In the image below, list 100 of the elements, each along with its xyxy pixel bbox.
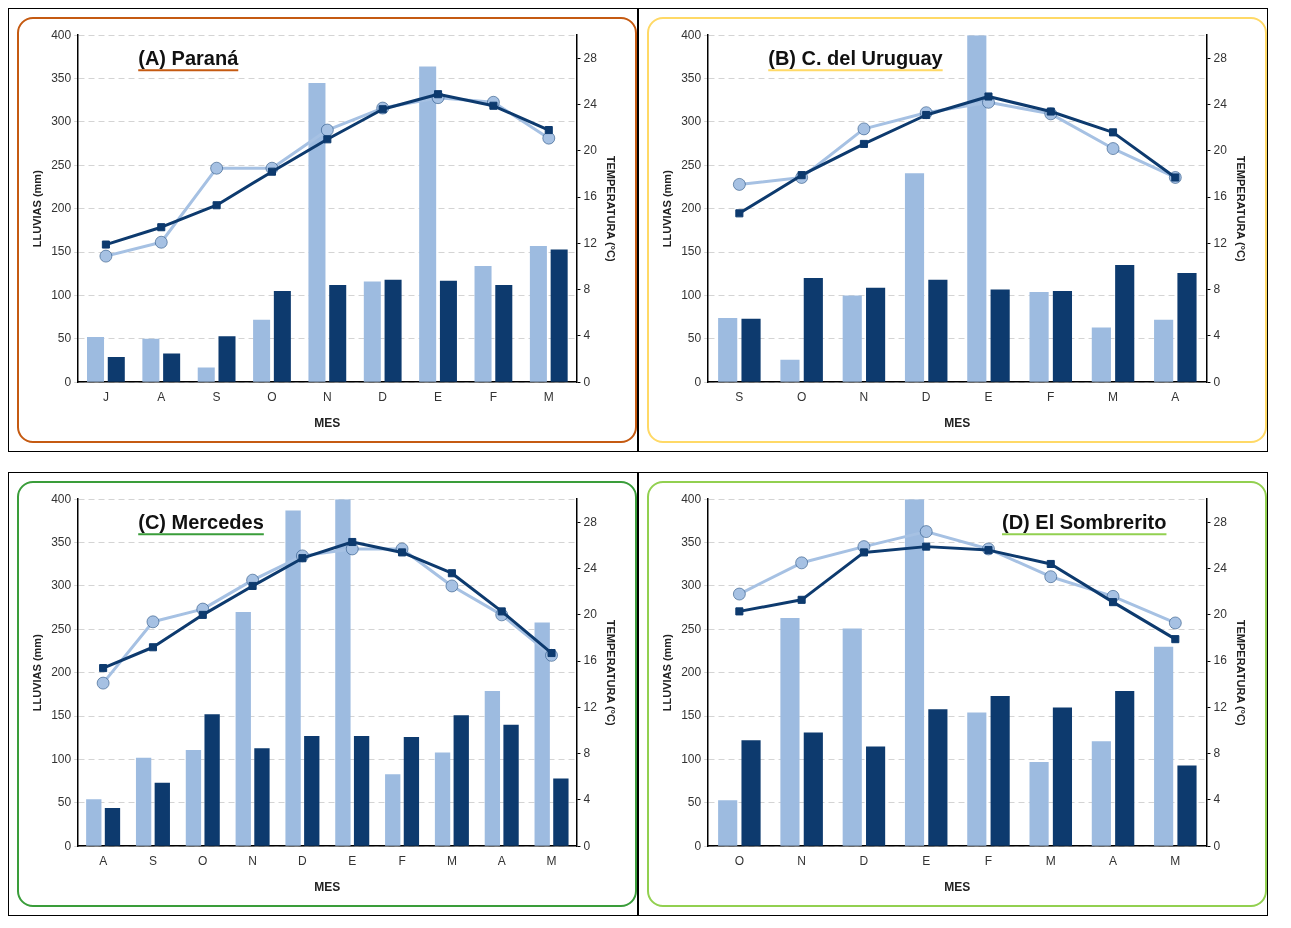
y2-tick-label: 20 [1213, 607, 1228, 622]
y-tick-label: 250 [681, 157, 702, 172]
point [795, 556, 808, 570]
x-tick-label: M [1108, 389, 1119, 404]
point [99, 249, 113, 263]
point [321, 123, 334, 137]
point [267, 167, 277, 176]
bar [553, 778, 569, 846]
bar [1154, 646, 1174, 846]
y-tick-label: 350 [51, 534, 72, 549]
bar [741, 318, 761, 382]
bar [803, 278, 823, 382]
bar [803, 732, 823, 846]
y-tick-label: 0 [694, 838, 702, 853]
y-tick-label: 400 [681, 27, 702, 42]
point [96, 676, 110, 690]
point [984, 92, 993, 101]
y-tick-label: 150 [681, 708, 702, 723]
bar [304, 736, 320, 846]
y2-tick-label: 16 [1213, 189, 1228, 204]
x-tick-label: O [796, 389, 807, 404]
bar [107, 357, 125, 382]
y-tick-label: 150 [51, 244, 72, 259]
point [1169, 616, 1182, 630]
point [1109, 598, 1118, 607]
x-tick-label: E [348, 853, 357, 868]
bar [385, 774, 401, 846]
y-tick-label: 400 [681, 491, 702, 506]
y-tick-label: 300 [681, 578, 702, 593]
bar [1052, 707, 1073, 846]
bar [403, 736, 420, 846]
y2-tick-label: 24 [583, 96, 598, 111]
y-tick-label: 50 [57, 795, 72, 810]
y2-tick-label: 0 [583, 374, 591, 389]
point [146, 615, 160, 629]
bar [1091, 327, 1111, 382]
point [248, 581, 257, 590]
point [919, 525, 933, 538]
y2-tick-label: 16 [583, 653, 598, 668]
x-tick-label: O [734, 853, 745, 868]
x-tick-label: D [921, 389, 931, 404]
bar [967, 712, 987, 846]
bar [928, 279, 948, 382]
y2-tick-label: 24 [1213, 96, 1228, 111]
x-tick-label: J [102, 389, 109, 404]
bar [990, 696, 1010, 846]
y-tick-label: 50 [57, 331, 72, 346]
x-tick-label: A [157, 389, 166, 404]
point [198, 610, 207, 619]
bar [1052, 291, 1073, 382]
point [1044, 570, 1058, 583]
x-tick-label: S [212, 389, 221, 404]
y2-tick-label: 0 [1213, 838, 1221, 853]
y-tick-label: 100 [681, 287, 702, 302]
x-tick-label: N [248, 853, 257, 868]
bar [474, 265, 492, 382]
point [1109, 128, 1118, 137]
y2-tick-label: 12 [583, 235, 598, 250]
y-tick-label: 300 [51, 114, 72, 129]
y2-tick-label: 28 [1213, 514, 1228, 529]
point [157, 223, 166, 232]
x-tick-label: E [984, 389, 993, 404]
x-tick-label: M [446, 853, 457, 868]
y-tick-label: 300 [51, 578, 72, 593]
y2-tick-label: 0 [583, 838, 591, 853]
y2-axis-title: TEMPERATURA (°C) [1235, 619, 1248, 726]
point [447, 569, 456, 578]
point [489, 101, 498, 110]
y2-tick-label: 8 [1213, 745, 1221, 760]
y-tick-label: 350 [681, 70, 702, 85]
y-tick-label: 250 [51, 621, 72, 636]
x-tick-label: M [1045, 853, 1056, 868]
y-axis-title: LLUVIAS (mm) [660, 169, 673, 248]
bar [842, 295, 862, 382]
point [148, 643, 157, 652]
y-axis-title: LLUVIAS (mm) [660, 633, 673, 712]
bar [1177, 765, 1197, 846]
y-tick-label: 150 [51, 708, 72, 723]
bar [484, 690, 501, 846]
bar [928, 709, 948, 846]
bar [780, 618, 800, 846]
y-axis-title: LLUVIAS (mm) [30, 169, 43, 248]
y2-tick-label: 20 [583, 143, 598, 158]
y-tick-label: 50 [687, 795, 702, 810]
point [733, 587, 746, 601]
bar [154, 782, 170, 846]
x-tick-label: O [198, 853, 208, 868]
bar [235, 611, 251, 846]
bar [503, 724, 519, 846]
text: (D) El Sombrerito [1002, 511, 1167, 534]
bar [904, 173, 925, 382]
y2-tick-label: 20 [583, 607, 598, 622]
x-tick-label: S [735, 389, 744, 404]
y2-tick-label: 12 [1213, 699, 1228, 714]
x-tick-label: S [148, 853, 157, 868]
y-tick-label: 50 [687, 331, 702, 346]
bar [1154, 319, 1174, 382]
bar [135, 757, 152, 846]
bar [529, 246, 547, 382]
x-axis-title: MES [314, 416, 341, 431]
